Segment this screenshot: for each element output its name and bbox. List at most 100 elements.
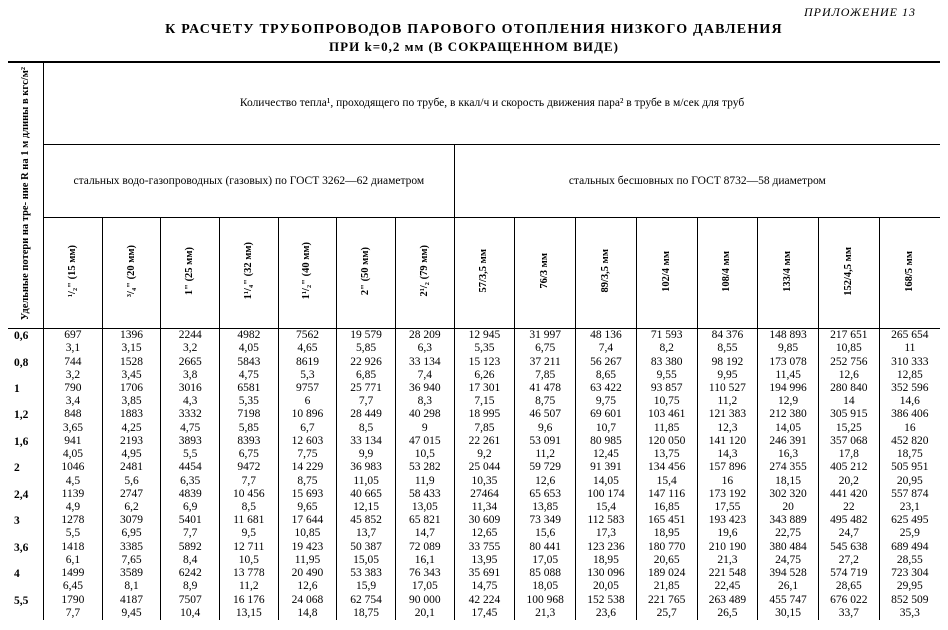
velocity-value: 10,35	[454, 475, 515, 488]
velocity-value: 12,85	[879, 369, 940, 382]
heat-value: 3079	[102, 514, 161, 527]
velocity-value: 4,9	[44, 501, 103, 514]
velocity-value: 14	[818, 395, 879, 408]
velocity-value: 9,5	[220, 527, 279, 540]
velocity-value: 23,6	[576, 607, 637, 620]
heat-value: 20 490	[278, 567, 337, 580]
velocity-value: 5,35	[220, 395, 279, 408]
heat-value: 221 548	[697, 567, 758, 580]
heat-value: 394 528	[758, 567, 819, 580]
heat-value: 93 857	[636, 382, 697, 395]
velocity-value: 10,4	[161, 607, 220, 620]
velocity-value: 4,3	[161, 395, 220, 408]
velocity-value: 16	[879, 422, 940, 435]
velocity-value: 15,4	[576, 501, 637, 514]
header-left-group: стальных водо-газопроводных (газовых) по…	[44, 145, 454, 218]
velocity-value: 9,9	[337, 448, 396, 461]
heat-value: 386 406	[879, 408, 940, 421]
velocity-value: 11,45	[758, 369, 819, 382]
velocity-value: 5,85	[337, 342, 396, 355]
heat-value: 723 304	[879, 567, 940, 580]
heat-value: 441 420	[818, 488, 879, 501]
velocity-value: 18,75	[337, 607, 396, 620]
velocity-value: 8,55	[697, 342, 758, 355]
table-row: 4,054,955,56,757,759,910,59,211,212,4513…	[8, 448, 940, 461]
heat-value: 59 729	[515, 461, 576, 474]
velocity-value: 5,5	[44, 527, 103, 540]
heat-value: 157 896	[697, 461, 758, 474]
velocity-value: 25,7	[636, 607, 697, 620]
heat-value: 380 484	[758, 541, 819, 554]
velocity-value: 8,5	[220, 501, 279, 514]
velocity-value: 9,95	[697, 369, 758, 382]
col-6: 2¹/₂ (79 мм)	[395, 218, 454, 329]
heat-value: 10 456	[220, 488, 279, 501]
heat-value: 17 644	[278, 514, 337, 527]
heat-value: 76 343	[395, 567, 454, 580]
velocity-value: 13,75	[636, 448, 697, 461]
velocity-value: 7,15	[454, 395, 515, 408]
heat-value: 574 719	[818, 567, 879, 580]
table-row: 312783079540111 68117 64445 85265 82130 …	[8, 514, 940, 527]
table-body: 0,6697139622444982756219 57928 20912 945…	[8, 329, 940, 620]
heat-value: 1139	[44, 488, 103, 501]
velocity-value: 24,75	[758, 554, 819, 567]
col-0: ¹/₂" (15 мм)	[44, 218, 103, 329]
velocity-value: 17,3	[576, 527, 637, 540]
velocity-value: 35,3	[879, 607, 940, 620]
velocity-value: 9,6	[515, 422, 576, 435]
col-7: 57/3,5 мм	[454, 218, 515, 329]
velocity-value: 16	[697, 475, 758, 488]
velocity-value: 10,5	[220, 554, 279, 567]
heat-value: 6581	[220, 382, 279, 395]
heat-value: 5892	[161, 541, 220, 554]
heat-value: 110 527	[697, 382, 758, 395]
heat-value: 194 996	[758, 382, 819, 395]
heat-value: 33 134	[337, 435, 396, 448]
heat-value: 265 654	[879, 329, 940, 343]
heat-value: 217 651	[818, 329, 879, 343]
heat-value: 14 229	[278, 461, 337, 474]
heat-value: 4187	[102, 594, 161, 607]
column-headers-row: ¹/₂" (15 мм)³/₄" (20 мм)1" (25 мм)1¹/₄" …	[8, 218, 940, 329]
table-row: 6,458,18,911,212,615,917,0514,7518,0520,…	[8, 580, 940, 593]
velocity-value: 7,7	[44, 607, 103, 620]
heat-value: 36 983	[337, 461, 396, 474]
table-row: 6,17,658,410,511,9515,0516,113,9517,0518…	[8, 554, 940, 567]
heat-value: 58 433	[395, 488, 454, 501]
col-13: 152/4,5 мм	[818, 218, 879, 329]
col-11: 108/4 мм	[697, 218, 758, 329]
row-R: 1,2	[8, 408, 44, 434]
heat-value: 148 893	[758, 329, 819, 343]
heat-value: 165 451	[636, 514, 697, 527]
heat-value: 25 044	[454, 461, 515, 474]
row-R: 0,8	[8, 356, 44, 382]
heat-value: 42 224	[454, 594, 515, 607]
heat-value: 15 123	[454, 356, 515, 369]
velocity-value: 7,7	[220, 475, 279, 488]
table-row: 1,284818833332719810 89628 44940 29818 9…	[8, 408, 940, 421]
velocity-value: 12,3	[697, 422, 758, 435]
heat-value: 130 096	[576, 567, 637, 580]
table-row: 0,6697139622444982756219 57928 20912 945…	[8, 329, 940, 343]
heat-value: 53 091	[515, 435, 576, 448]
heat-value: 1418	[44, 541, 103, 554]
heat-value: 2665	[161, 356, 220, 369]
velocity-value: 4,75	[161, 422, 220, 435]
velocity-value: 18,95	[576, 554, 637, 567]
heat-value: 50 387	[337, 541, 396, 554]
heat-value: 5401	[161, 514, 220, 527]
table-row: 2104624814454947214 22936 98353 28225 04…	[8, 461, 940, 474]
heat-value: 1499	[44, 567, 103, 580]
heat-value: 1883	[102, 408, 161, 421]
heat-value: 180 770	[636, 541, 697, 554]
velocity-value: 4,05	[220, 342, 279, 355]
heat-value: 73 349	[515, 514, 576, 527]
heat-value: 69 601	[576, 408, 637, 421]
velocity-value: 9,85	[758, 342, 819, 355]
velocity-value: 4,05	[44, 448, 103, 461]
heat-value: 84 376	[697, 329, 758, 343]
heat-value: 27464	[454, 488, 515, 501]
heat-value: 189 024	[636, 567, 697, 580]
table-row: 5,517904187750716 17624 06862 75490 0004…	[8, 594, 940, 607]
